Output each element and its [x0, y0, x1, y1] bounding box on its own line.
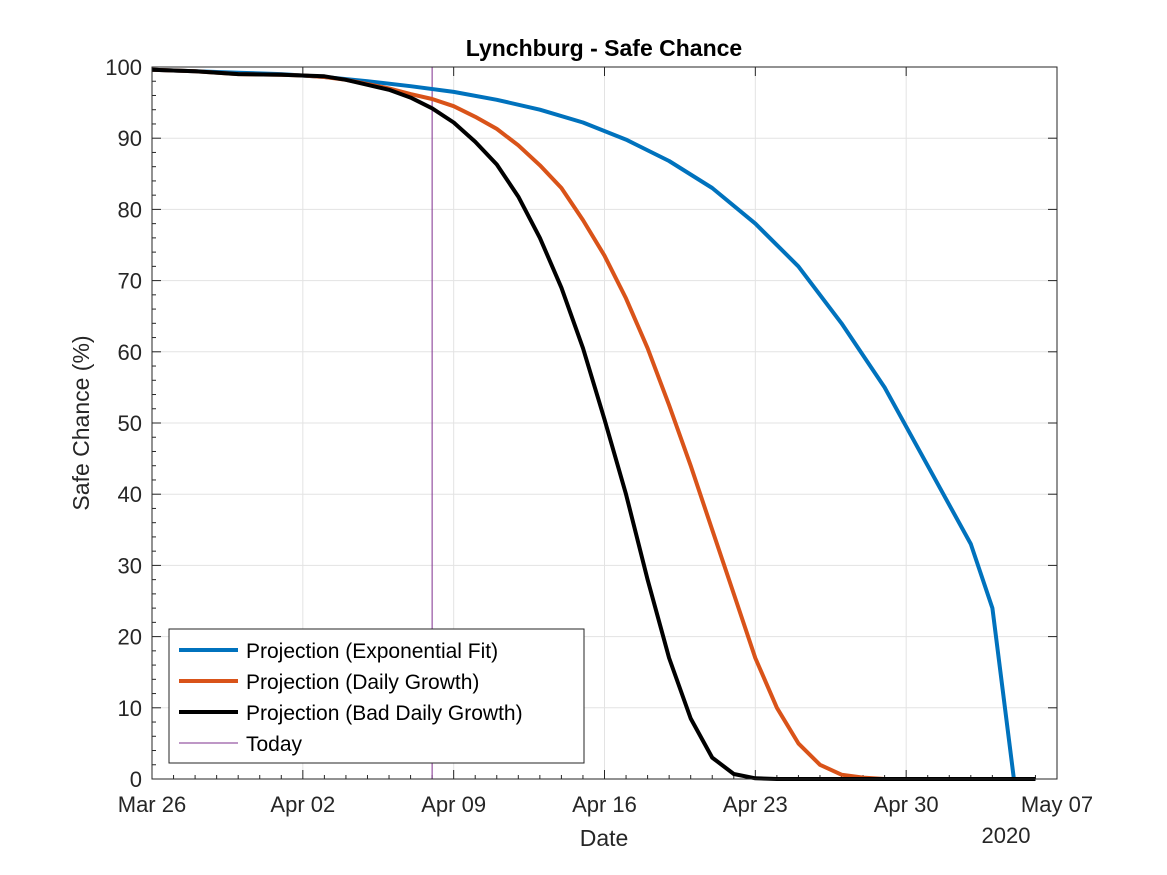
y-tick-label: 10 [118, 696, 142, 721]
y-tick-label: 90 [118, 126, 142, 151]
y-tick-label: 60 [118, 340, 142, 365]
y-tick-label: 20 [118, 625, 142, 650]
axes: 0 10 20 30 40 50 60 70 80 90 100 Mar 26 Apr 02 Apr 09… [105, 55, 1093, 817]
legend: Projection (Exponential Fit) Projection (… [168, 628, 585, 764]
y-tick-label: 100 [105, 55, 142, 80]
x-tick-label: Mar 26 [118, 792, 186, 817]
y-tick-label: 70 [118, 269, 142, 294]
x-tick-label: May 07 [1021, 792, 1093, 817]
legend-entry-label: Projection (Bad Daily Growth) [246, 702, 523, 725]
legend-entry-label: Today [246, 733, 303, 756]
legend-entry-label: Projection (Exponential Fit) [246, 640, 498, 663]
y-tick-label: 40 [118, 482, 142, 507]
x-tick-label: Apr 09 [421, 792, 486, 817]
y-axis-title: Safe Chance (%) [68, 335, 94, 510]
x-axis-year-label: 2020 [982, 823, 1031, 848]
y-tick-label: 30 [118, 553, 142, 578]
legend-box [168, 628, 585, 764]
legend-entry-label: Projection (Daily Growth) [246, 671, 479, 694]
x-tick-label: Apr 16 [572, 792, 637, 817]
series-layer [151, 67, 1036, 781]
x-tick-label: Apr 30 [874, 792, 939, 817]
plot-frame [151, 66, 1058, 780]
y-tick-label: 80 [118, 197, 142, 222]
x-tick-label: Apr 23 [723, 792, 788, 817]
chart-title: Lynchburg - Safe Chance [466, 35, 742, 61]
y-tick-label: 0 [130, 767, 142, 792]
x-axis-title: Date [580, 825, 629, 851]
y-tick-label: 50 [118, 411, 142, 436]
x-tick-label: Apr 02 [270, 792, 335, 817]
labels: Lynchburg - Safe Chance Date Safe Chance… [68, 35, 1030, 851]
series-line-2 [151, 67, 1036, 781]
